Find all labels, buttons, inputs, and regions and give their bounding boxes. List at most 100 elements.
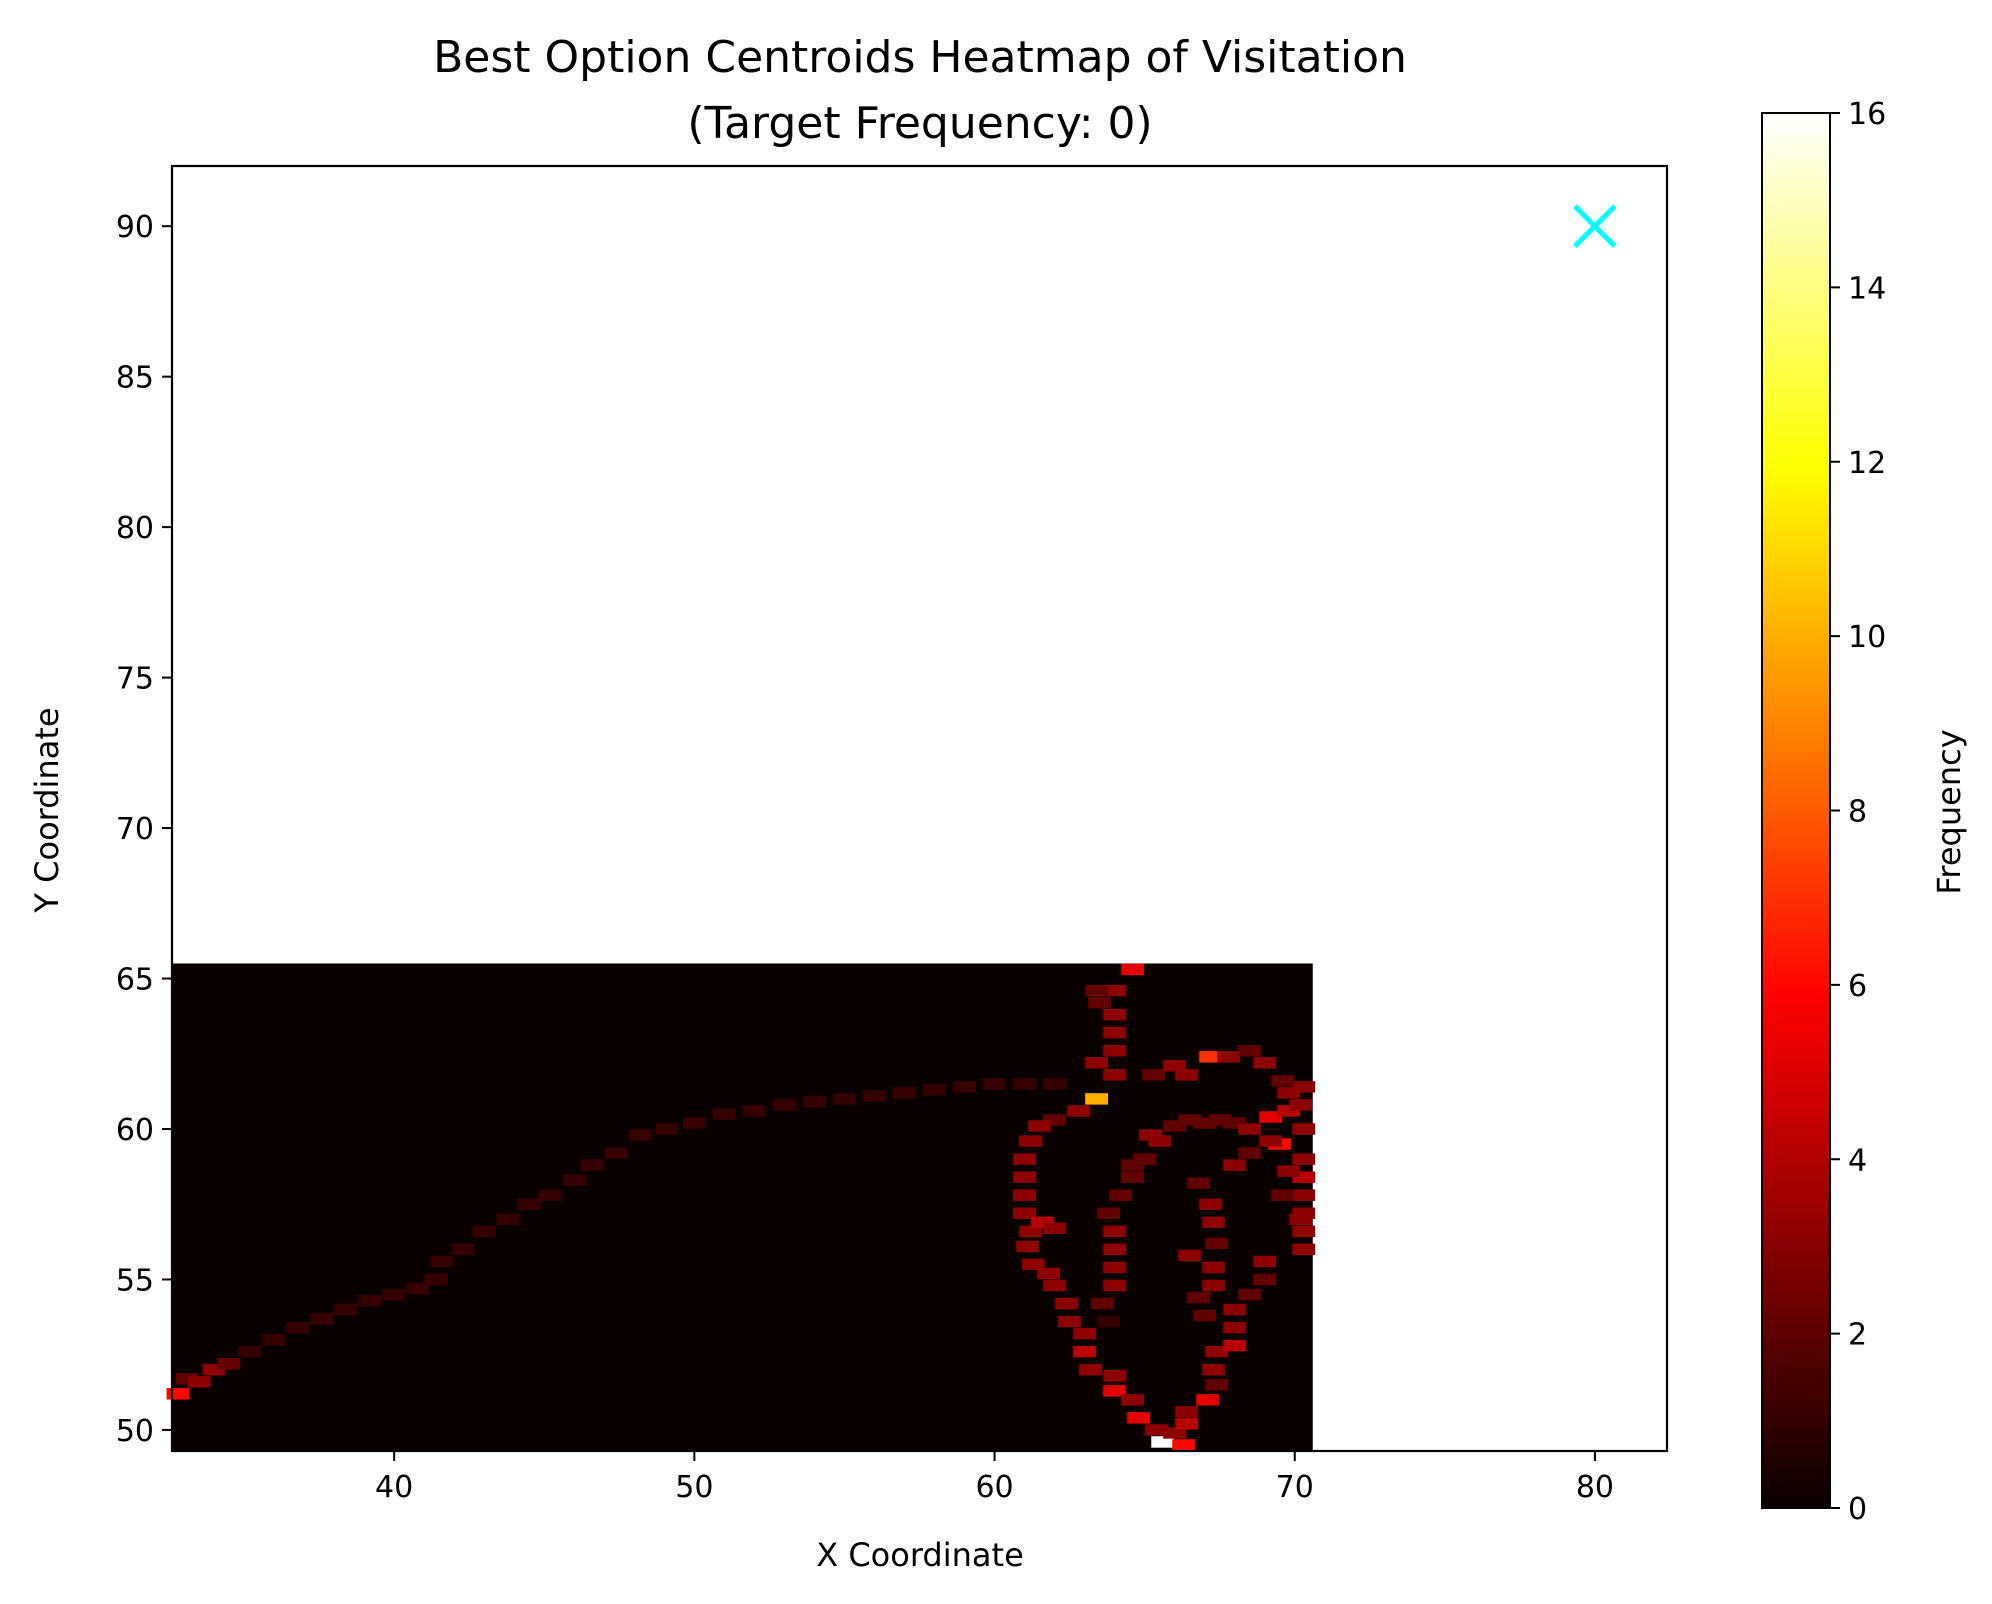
heatmap-cell [1028,1120,1051,1132]
heatmap-cell [217,1358,241,1370]
heatmap-cell [175,1373,199,1385]
heatmap-cell [358,1294,382,1307]
heatmap-cell [1223,1117,1247,1129]
heatmap-cell [1238,1123,1262,1135]
heatmap-cell [1208,1114,1232,1126]
heatmap-cell [538,1189,562,1201]
heatmap-cell [166,1388,190,1400]
heatmap-cell [1259,1135,1283,1147]
heatmap-cell [1055,1297,1079,1310]
heatmap-cell [893,1087,916,1099]
heatmap-cell [1193,1117,1217,1129]
heatmap-cell [1292,1171,1316,1183]
target-x-stroke [1573,204,1617,248]
x-axis: 40 50 60 70 80 [375,1451,1614,1505]
heatmap-cell [1058,1315,1082,1328]
heatmap-cell [1292,1153,1316,1165]
heatmap-cell [1097,1315,1121,1328]
heatmap-cell [1175,1406,1199,1418]
heatmap-cell [1103,1243,1127,1256]
heatmap-cell [1223,1321,1247,1334]
heatmap-cell [1289,1213,1313,1225]
heatmap-cell [517,1198,541,1210]
heatmap-cell [1292,1207,1316,1219]
heatmap-cell [833,1093,856,1105]
y-axis: 50 55 60 65 70 75 80 85 90 [116,210,172,1449]
heatmap-cell [424,1273,448,1286]
y-tick-label: 50 [116,1414,154,1449]
colorbar-tick-label: 12 [1848,446,1886,481]
heatmap-cell [1091,1297,1115,1310]
heatmap-cell [1121,963,1145,976]
heatmap-cell [1205,1379,1229,1391]
heatmap-cell [1037,1267,1060,1280]
heatmap-cell [628,1129,652,1141]
heatmap-cell [1223,1159,1247,1171]
heatmap-cell [406,1282,430,1295]
y-tick-label: 90 [116,210,154,245]
heatmap-cell [1277,1105,1301,1117]
heatmap-cell [1097,1207,1121,1219]
heatmap-cell [1196,1394,1220,1406]
heatmap-cell [1103,1370,1127,1382]
heatmap-cell [1271,1075,1295,1087]
heatmap-cells [166,963,1316,1451]
heatmap-cell [1103,1026,1127,1039]
heatmap-cell [1151,1436,1175,1448]
heatmap-cell [1289,1099,1313,1111]
colorbar-ticks: 0 2 4 6 8 10 12 14 16 [1830,97,1886,1527]
heatmap-cell [1013,1207,1036,1219]
heatmap-cell [1205,1345,1229,1358]
heatmap-cell [1103,1069,1127,1081]
heatmap-cell [187,1376,211,1388]
heatmap-cell [1163,1060,1187,1072]
y-tick-label: 55 [116,1263,154,1298]
x-tick-label: 80 [1576,1470,1614,1505]
heatmap-cell [1043,1114,1066,1126]
heatmap-cell [1277,1165,1301,1177]
heatmap-cell [1103,1385,1127,1397]
heatmap-cell [496,1213,520,1225]
heatmap-cell [1109,1189,1133,1201]
heatmap-cell [1145,1424,1169,1436]
y-axis-label: Y Coordinate [28,707,66,913]
heatmap-cell [803,1096,826,1108]
heatmap-cell [1175,1418,1199,1430]
colorbar-tick-label: 14 [1848,271,1886,306]
heatmap-cell [1085,1093,1109,1105]
heatmap-cell [1175,1069,1199,1081]
heatmap-cell [1292,1225,1316,1238]
heatmap-cell [1292,1123,1316,1135]
x-axis-label: X Coordinate [816,1536,1024,1574]
heatmap-cell [863,1090,886,1102]
heatmap-cell [1205,1237,1229,1250]
heatmap-cell [1103,1261,1127,1274]
heatmap-cell [1103,1008,1127,1021]
heatmap-cell [1043,1078,1066,1090]
heatmap-cell [1202,1216,1226,1229]
chart-title-line2: (Target Frequency: 0) [687,98,1152,149]
heatmap-cell [1253,1255,1277,1268]
heatmap-cell [1202,1279,1226,1292]
heatmap-cell [262,1333,286,1346]
chart-title-line1: Best Option Centroids Heatmap of Visitat… [433,32,1407,83]
heatmap-cell [1085,984,1109,997]
heatmap-cell [562,1174,586,1186]
heatmap-cell [1271,1189,1295,1201]
heatmap-cell [1013,1153,1036,1165]
heatmap-cell [1031,1216,1054,1229]
heatmap-cell [1217,1051,1241,1063]
heatmap-cell [1127,1412,1151,1424]
heatmap-cell [1277,1087,1301,1099]
heatmap-cell [334,1303,358,1316]
heatmap-cell [1016,1240,1039,1253]
heatmap-cell [1238,1045,1262,1057]
heatmap-cell [1187,1177,1211,1189]
heatmap-cell [286,1321,310,1334]
colorbar-label: Frequency [1930,729,1968,894]
heatmap-cell [712,1108,736,1120]
heatmap-cell [1163,1427,1187,1439]
x-tick-label: 40 [375,1470,413,1505]
x-tick-label: 50 [675,1470,713,1505]
heatmap-cell [742,1105,766,1117]
